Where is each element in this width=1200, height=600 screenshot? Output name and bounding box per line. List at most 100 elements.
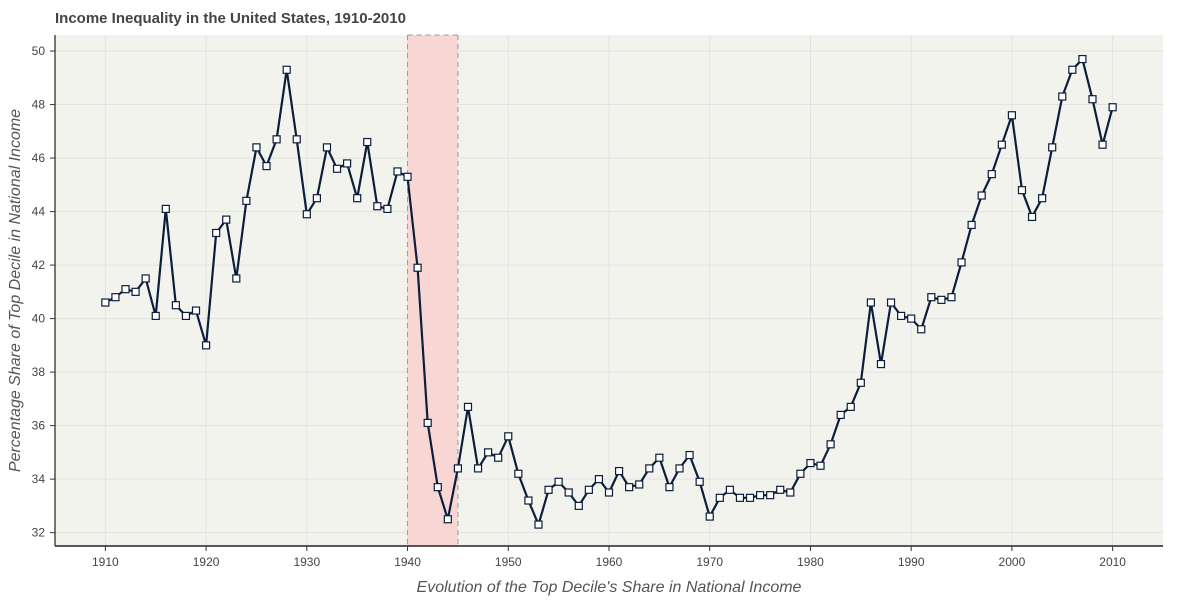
highlight-band [407, 35, 458, 546]
data-point [1027, 212, 1037, 222]
data-point [212, 228, 221, 238]
data-point [484, 448, 493, 457]
data-point [524, 496, 533, 505]
data-point [222, 215, 231, 224]
data-point [816, 461, 825, 470]
data-point [997, 140, 1006, 149]
data-point [685, 450, 694, 460]
data-point [635, 480, 644, 489]
data-point [1048, 143, 1057, 152]
data-point [353, 194, 362, 203]
data-point [322, 143, 332, 152]
data-point [584, 485, 593, 494]
data-point [856, 378, 865, 387]
y-tick-label: 32 [32, 526, 46, 540]
x-tick-label: 1960 [596, 555, 623, 569]
data-point [1068, 65, 1077, 74]
data-point [252, 143, 261, 152]
data-point [312, 194, 321, 203]
data-point [735, 493, 745, 502]
data-point [302, 210, 311, 219]
data-point [876, 359, 886, 369]
data-point [343, 159, 352, 168]
data-point [917, 325, 926, 334]
data-point [453, 464, 463, 473]
data-point [1007, 111, 1017, 120]
data-point [181, 311, 191, 321]
data-point [262, 161, 271, 171]
data-point [766, 491, 775, 500]
x-tick-label: 2010 [1099, 555, 1126, 569]
x-tick-label: 1970 [696, 555, 723, 569]
data-point [987, 170, 996, 179]
data-point [191, 306, 201, 315]
data-point [131, 287, 140, 296]
data-point [201, 341, 211, 350]
data-point [534, 520, 543, 529]
data-point [564, 488, 573, 497]
data-point [645, 464, 654, 473]
data-point [463, 402, 473, 411]
data-point [383, 204, 392, 214]
data-point [796, 469, 805, 478]
data-point [614, 466, 624, 476]
x-tick-label: 1930 [293, 555, 320, 569]
y-tick-label: 42 [32, 258, 46, 272]
data-point [1038, 194, 1047, 203]
data-point [403, 172, 412, 181]
data-point [957, 258, 966, 267]
data-point [111, 293, 120, 302]
data-point [141, 274, 150, 283]
data-point [1058, 92, 1067, 101]
data-point [927, 293, 936, 302]
data-point [232, 274, 241, 283]
data-point [494, 453, 503, 462]
y-tick-label: 34 [32, 472, 46, 486]
data-point [373, 202, 382, 211]
data-point [907, 314, 916, 323]
data-point [897, 311, 906, 321]
data-point [675, 464, 684, 473]
data-point [665, 483, 674, 492]
x-tick-label: 1950 [495, 555, 522, 569]
data-point [866, 298, 875, 307]
data-point [413, 263, 422, 272]
data-point [171, 301, 180, 310]
data-point [363, 137, 372, 147]
data-point [101, 298, 110, 307]
y-tick-label: 46 [32, 151, 46, 165]
data-point [574, 501, 583, 510]
data-point [242, 196, 251, 205]
data-point [806, 458, 815, 468]
data-point [937, 295, 946, 304]
data-point [846, 402, 855, 411]
data-point [423, 418, 432, 428]
data-point [594, 475, 604, 484]
data-point [544, 485, 553, 494]
y-tick-label: 40 [32, 312, 46, 326]
data-point [1078, 54, 1087, 64]
data-point [332, 164, 342, 173]
data-point [715, 493, 724, 502]
data-point [433, 483, 442, 492]
data-point [947, 293, 956, 302]
y-tick-label: 48 [32, 98, 46, 112]
x-tick-label: 2000 [999, 555, 1026, 569]
data-point [625, 483, 634, 492]
data-point [1108, 103, 1117, 112]
data-point [755, 491, 765, 500]
data-point [826, 440, 835, 449]
data-point [514, 469, 523, 478]
data-point [776, 485, 785, 494]
data-point [554, 477, 563, 486]
y-tick-label: 44 [32, 205, 46, 219]
data-point [393, 167, 402, 176]
x-tick-label: 1990 [898, 555, 925, 569]
data-point [725, 485, 734, 494]
x-tick-label: 1980 [797, 555, 824, 569]
y-tick-label: 50 [32, 44, 46, 58]
data-point [1088, 95, 1097, 104]
data-point [1098, 140, 1107, 149]
data-point [151, 311, 160, 321]
data-point [886, 298, 896, 307]
